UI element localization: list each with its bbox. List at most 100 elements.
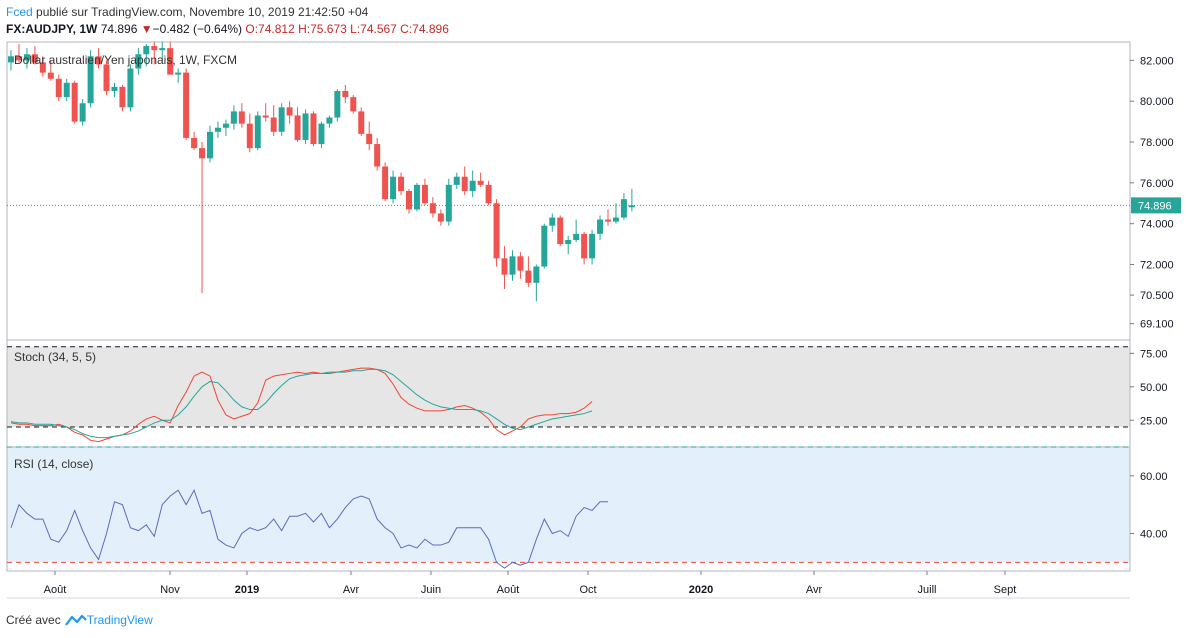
candle-body xyxy=(557,217,564,245)
symbol-info: FX:AUDJPY, 1W 74.896 ▼−0.482 (−0.64%) O:… xyxy=(6,22,449,36)
last-price-badge xyxy=(1131,197,1181,214)
candle-body xyxy=(143,46,150,55)
stoch-tick-label: 50.00 xyxy=(1140,382,1168,394)
candle-body xyxy=(517,256,524,271)
candle-body xyxy=(485,184,492,204)
candle-body xyxy=(159,48,166,51)
candle-body xyxy=(183,72,190,138)
ohlc-values: O:74.812 H:75.673 L:74.567 C:74.896 xyxy=(245,22,449,36)
candle-body xyxy=(175,72,182,75)
candle-body xyxy=(541,225,548,267)
price-tick-label: 74.000 xyxy=(1140,219,1174,231)
price-pane-title: Dollar australien/Yen japonais, 1W, FXCM xyxy=(14,53,237,67)
symbol-label: FX:AUDJPY, 1W xyxy=(6,22,98,36)
price-tick-label: 78.000 xyxy=(1140,137,1174,149)
candle-body xyxy=(310,113,317,145)
candle-body xyxy=(469,180,476,191)
price-tick-label: 82.000 xyxy=(1140,55,1174,67)
rsi-pane-title: RSI (14, close) xyxy=(14,457,93,471)
candle-body xyxy=(358,111,365,134)
time-axis-label: Juin xyxy=(421,584,441,596)
candle-body xyxy=(151,46,158,51)
created-with-text: Créé avec xyxy=(6,613,61,627)
time-axis-label: Avr xyxy=(806,584,823,596)
publish-details: publié sur TradingView.com, Novembre 10,… xyxy=(32,5,369,19)
chart-frame xyxy=(6,41,1131,572)
price-tick-label: 80.000 xyxy=(1140,96,1174,108)
stoch-band-bg xyxy=(7,346,1130,427)
candle-body xyxy=(15,56,22,61)
last-price-text: 74.896 xyxy=(100,22,138,36)
time-axis-label: Août xyxy=(44,584,67,596)
candle-body xyxy=(63,82,70,98)
candle-body xyxy=(382,166,389,200)
candle-body xyxy=(302,113,309,140)
candle-body xyxy=(366,133,373,145)
candle-body xyxy=(437,213,444,222)
time-axis-label: Oct xyxy=(579,584,596,596)
down-arrow-icon: ▼ xyxy=(140,22,153,36)
candle-body xyxy=(230,111,237,124)
candle-body xyxy=(270,117,277,132)
price-tick-label: 69.100 xyxy=(1140,319,1174,331)
candle-body xyxy=(628,205,635,208)
candle-body xyxy=(8,56,14,63)
candle-body xyxy=(318,123,325,145)
candle-body xyxy=(461,176,468,191)
candle-body xyxy=(581,233,588,259)
rsi-tick-label: 40.00 xyxy=(1140,529,1168,541)
candle-body xyxy=(103,64,110,91)
rsi-tick-label: 60.00 xyxy=(1140,471,1168,483)
candle-body xyxy=(278,107,285,132)
time-axis-label: Sept xyxy=(994,584,1017,596)
candle-body xyxy=(453,176,460,185)
time-axis-label: 2019 xyxy=(235,584,259,596)
candle-body xyxy=(191,137,198,149)
time-axis-label: Juill xyxy=(918,584,937,596)
candle-body xyxy=(612,217,619,222)
tradingview-brand: TradingView xyxy=(86,613,153,627)
candle-body xyxy=(350,97,357,112)
candle-body xyxy=(509,256,516,275)
candle-body xyxy=(127,68,134,108)
candle-body xyxy=(620,199,627,218)
stoch-d-line xyxy=(10,368,593,439)
candle-body xyxy=(55,78,62,98)
candle-body xyxy=(565,239,572,245)
stoch-tick-label: 25.00 xyxy=(1140,415,1168,427)
candle-body xyxy=(374,144,381,167)
candle-body xyxy=(47,72,54,79)
candle-body xyxy=(119,86,126,108)
candle-body xyxy=(429,203,436,214)
candle-body xyxy=(477,180,484,185)
tradingview-logo-icon xyxy=(64,614,87,626)
candle-body xyxy=(605,219,611,222)
candle-body xyxy=(222,123,229,128)
candle-body xyxy=(39,62,46,73)
candle-body xyxy=(421,184,428,204)
stoch-pane-title: Stoch (34, 5, 5) xyxy=(14,350,96,364)
last-price-label: 74.896 xyxy=(1138,200,1172,212)
candle-body xyxy=(238,111,245,124)
candle-body xyxy=(413,184,420,210)
price-tick-label: 76.000 xyxy=(1140,178,1174,190)
candle-body xyxy=(445,184,452,222)
rsi-band-bg xyxy=(7,447,1130,563)
candle-body xyxy=(573,233,580,240)
candle-body xyxy=(111,86,118,91)
candle-body xyxy=(167,48,174,75)
tradingview-link[interactable]: TradingView xyxy=(64,613,153,627)
time-axis-label: Avr xyxy=(343,584,360,596)
candle-body xyxy=(406,191,412,210)
candle-body xyxy=(525,270,532,283)
candle-body xyxy=(390,176,397,200)
author-name[interactable]: Fced xyxy=(6,5,33,19)
candle-body xyxy=(79,103,86,122)
candle-body xyxy=(501,258,508,275)
stoch-tick-label: 75.00 xyxy=(1140,348,1168,360)
candle-body xyxy=(597,219,604,234)
time-axis-label: Nov xyxy=(160,584,180,596)
price-tick-label: 70.500 xyxy=(1140,290,1174,302)
candle-body xyxy=(199,148,206,159)
